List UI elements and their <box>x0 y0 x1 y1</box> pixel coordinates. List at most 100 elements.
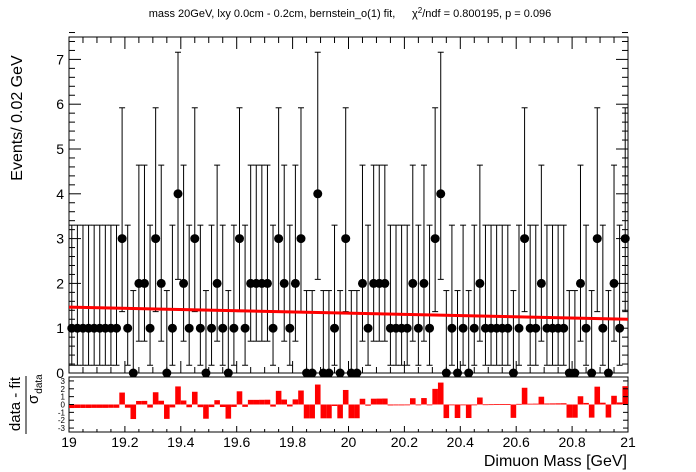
pull-bar <box>443 404 450 419</box>
pull-bar <box>398 404 405 406</box>
pull-bar <box>80 404 86 408</box>
x-tick-label: 20.4 <box>447 434 474 450</box>
pull-bar <box>141 400 148 405</box>
pull-bar <box>314 384 321 405</box>
data-point <box>212 278 222 288</box>
data-point <box>620 234 630 244</box>
data-point <box>167 323 177 333</box>
pull-bar <box>247 399 254 405</box>
data-point <box>587 368 597 378</box>
pull-bar <box>594 386 601 405</box>
pull-bar <box>616 402 623 405</box>
pull-bar <box>583 402 589 405</box>
pull-bar <box>292 399 299 405</box>
data-point <box>123 323 133 333</box>
fit-line <box>68 305 629 321</box>
data-point <box>570 368 580 378</box>
pull-bar <box>259 399 265 405</box>
data-points <box>67 189 630 378</box>
chi2-superscript: 2 <box>418 6 423 15</box>
pull-bar <box>158 400 165 405</box>
data-point <box>285 323 295 333</box>
pull-bar <box>264 399 271 405</box>
data-point <box>615 323 625 333</box>
y-tick-label: 0 <box>56 365 64 381</box>
pull-bar <box>331 404 338 406</box>
pull-bar <box>482 404 489 406</box>
pull-bar <box>225 404 232 419</box>
data-point <box>335 368 345 378</box>
pull-bar <box>555 403 561 405</box>
data-point <box>592 234 602 244</box>
x-tick-label: 20.6 <box>503 434 530 450</box>
y-tick-label: 4 <box>56 186 64 202</box>
pull-bar <box>208 404 215 408</box>
data-point <box>363 323 373 333</box>
pull-bar <box>437 382 444 405</box>
data-point <box>156 278 166 288</box>
data-point <box>531 323 541 333</box>
main-plot-panel: 0 1 2 3 4 5 6 7 Events/ 0.02 GeV <box>9 32 630 381</box>
pull-bar <box>465 404 472 419</box>
data-point <box>609 278 619 288</box>
data-point <box>290 278 300 288</box>
pull-bar <box>505 404 511 405</box>
pull-bar <box>147 404 153 408</box>
pull-bar <box>376 398 383 405</box>
pull-bar <box>421 398 427 405</box>
data-point <box>514 323 524 333</box>
pull-bar <box>549 403 556 405</box>
data-point <box>279 278 289 288</box>
y-tick-label: 2 <box>56 275 64 291</box>
y-tick-label: 1 <box>56 320 64 336</box>
pull-bar <box>611 395 617 405</box>
pull-y-tick-label: 2 <box>61 385 66 394</box>
data-point <box>184 323 194 333</box>
pull-bar <box>510 404 517 418</box>
data-point <box>296 234 306 244</box>
pull-bar <box>242 404 248 407</box>
pull-bar <box>493 404 500 405</box>
pull-y-label-denominator: σdata <box>25 374 45 404</box>
pull-y-tick-label: 3 <box>61 377 66 386</box>
y-tick-label: 3 <box>56 231 64 247</box>
x-tick-label: 19.4 <box>167 434 194 450</box>
x-tick-label: 19.8 <box>279 434 306 450</box>
x-axis-label: Dimuon Mass [GeV] <box>484 453 627 470</box>
pull-bar <box>197 404 204 408</box>
pull-bar <box>219 404 226 408</box>
data-point <box>575 278 585 288</box>
y-tick-label: 7 <box>56 51 64 67</box>
pull-bar <box>231 404 237 407</box>
pull-bar <box>471 404 478 406</box>
pull-y-axis-label: data - fit σdata <box>7 374 45 434</box>
pull-bar <box>432 388 438 405</box>
pull-y-tick-label: 1 <box>61 393 66 402</box>
pull-bar <box>303 404 310 419</box>
pull-bar <box>298 390 304 405</box>
pull-bar <box>164 404 170 419</box>
data-point <box>151 234 161 244</box>
data-point <box>218 323 228 333</box>
data-point <box>430 234 440 244</box>
x-tick-label: 19.6 <box>223 434 250 450</box>
pull-y-label-sigma: σ <box>25 394 42 404</box>
pull-bar <box>253 399 260 405</box>
pull-bar <box>214 400 220 405</box>
pull-bar <box>342 389 349 405</box>
error-bars <box>68 51 629 374</box>
data-point <box>413 323 423 333</box>
chi2-label: χ2/ndf = 0.800195, p = 0.096 <box>412 6 551 20</box>
data-point <box>520 234 530 244</box>
data-point <box>307 368 317 378</box>
pull-bar <box>102 404 109 408</box>
pull-bar <box>69 404 75 409</box>
pull-bar <box>152 392 159 405</box>
pull-bar <box>499 404 506 405</box>
data-point <box>559 323 569 333</box>
data-point <box>469 323 479 333</box>
data-point <box>201 368 211 378</box>
data-point <box>447 323 457 333</box>
pull-bar <box>309 404 315 419</box>
